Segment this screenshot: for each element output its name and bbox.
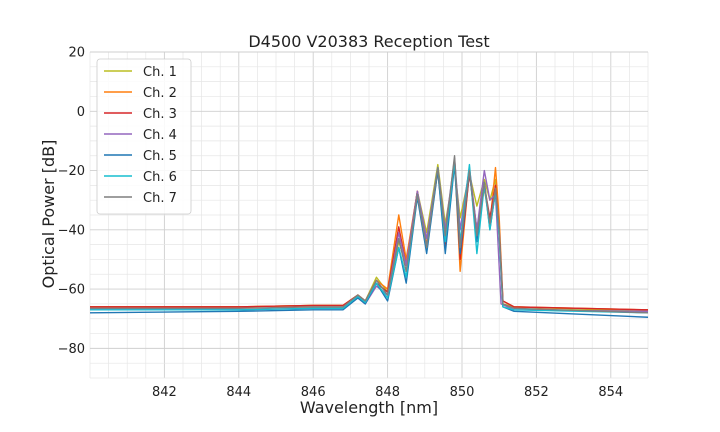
y-tick-label: 0 [77, 105, 85, 120]
series-line-ch7 [90, 155, 649, 314]
legend-label: Ch. 4 [143, 128, 177, 143]
x-axis-label: Wavelength [nm] [300, 398, 438, 417]
tick-labels: 842 844 846 848 850 852 854 −80 −60 −40 −20 0 20 [58, 46, 624, 401]
x-tick-label: 842 [152, 385, 177, 400]
series-lines [89, 155, 649, 318]
x-tick-label: 846 [301, 385, 326, 400]
y-tick-label: −60 [58, 283, 85, 298]
x-tick-label: 850 [450, 385, 475, 400]
x-tick-label: 854 [598, 385, 623, 400]
legend-label: Ch. 6 [143, 170, 177, 185]
y-axis-label: Optical Power [dB] [39, 140, 58, 289]
y-tick-label: 20 [68, 46, 85, 61]
x-tick-label: 852 [524, 385, 549, 400]
legend-label: Ch. 1 [143, 65, 177, 80]
y-tick-label: −20 [58, 164, 85, 179]
chart-title: D4500 V20383 Reception Test [248, 32, 489, 51]
x-tick-label: 848 [375, 385, 400, 400]
legend-label: Ch. 2 [143, 86, 177, 101]
legend: Ch. 1 Ch. 2 Ch. 3 Ch. 4 Ch. 5 Ch. 6 Ch. 7 [96, 58, 192, 215]
x-tick-label: 844 [226, 385, 251, 400]
legend-label: Ch. 3 [143, 107, 177, 122]
legend-label: Ch. 5 [143, 149, 177, 164]
y-tick-label: −40 [58, 223, 85, 238]
legend-label: Ch. 7 [143, 191, 177, 206]
y-tick-label: −80 [58, 342, 85, 357]
